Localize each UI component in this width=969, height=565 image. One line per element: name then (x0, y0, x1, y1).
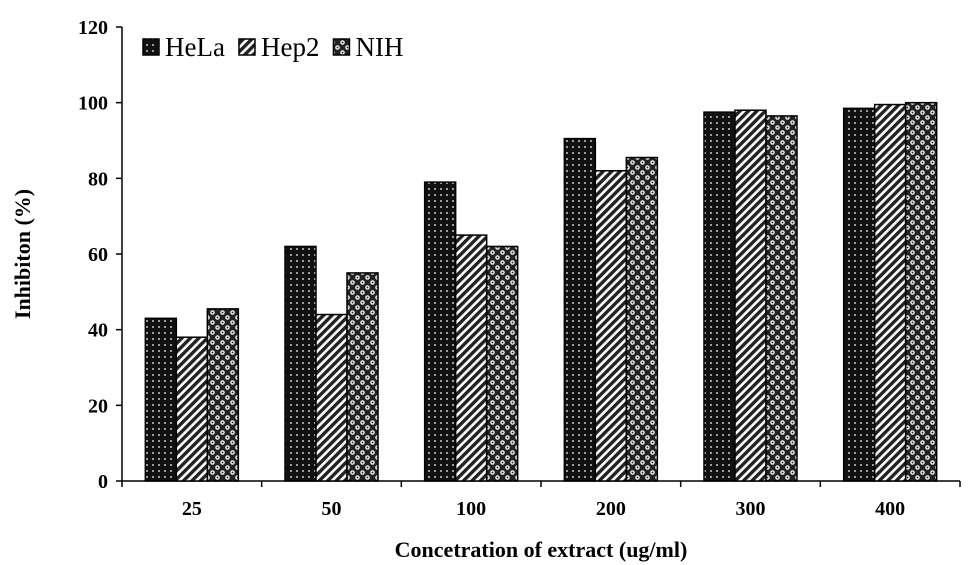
bar-hep2-200 (594, 170, 628, 482)
bar-hep2-400 (873, 103, 907, 482)
y-tick-label: 60 (88, 244, 108, 266)
bar-nih-400 (904, 101, 938, 482)
x-ticks: 25 50 100 200 300 400 (121, 481, 961, 520)
bar-hela-200 (563, 137, 597, 482)
x-tick-label: 300 (736, 498, 766, 520)
bar-nih-25 (206, 308, 240, 482)
y-tick-label: 20 (88, 395, 108, 417)
legend-label-nih: NIH (355, 32, 403, 62)
y-tick-label: 0 (98, 471, 108, 493)
legend-label-hela: HeLa (165, 32, 225, 62)
bar-hela-400 (842, 107, 876, 482)
bar-hep2-50 (315, 313, 348, 482)
bar-hela-25 (144, 317, 178, 482)
bar-hela-300 (703, 111, 736, 482)
y-tick-label: 80 (88, 168, 108, 190)
bar-hep2-25 (175, 336, 209, 482)
x-tick-label: 25 (182, 498, 202, 520)
axes (121, 27, 960, 482)
x-axis-title: Concetration of extract (ug/ml) (395, 537, 688, 562)
bar-nih-50 (346, 272, 379, 482)
bar-hep2-300 (734, 109, 767, 482)
bar-hela-50 (284, 245, 317, 482)
bar-hep2-100 (454, 234, 488, 482)
bar-hela-100 (423, 181, 457, 482)
bar-nih-200 (625, 156, 659, 482)
y-axis-title: Inhibiton (%) (10, 189, 35, 319)
legend-swatch-nih (332, 38, 351, 56)
legend: HeLa Hep2 NIH (142, 32, 403, 62)
bars (144, 101, 938, 482)
legend-swatch-hela (142, 38, 160, 56)
x-tick-label: 50 (322, 498, 342, 520)
legend-swatch-hep2 (238, 38, 256, 56)
x-tick-label: 400 (875, 498, 905, 520)
bar-nih-300 (765, 115, 798, 482)
y-ticks: 0 20 40 60 80 100 120 (78, 17, 122, 493)
x-tick-label: 200 (596, 498, 626, 520)
y-tick-label: 40 (88, 320, 108, 342)
y-tick-label: 120 (78, 17, 108, 39)
bar-nih-100 (485, 245, 519, 482)
legend-label-hep2: Hep2 (261, 32, 319, 62)
x-tick-label: 100 (456, 498, 486, 520)
y-tick-label: 100 (78, 93, 108, 115)
